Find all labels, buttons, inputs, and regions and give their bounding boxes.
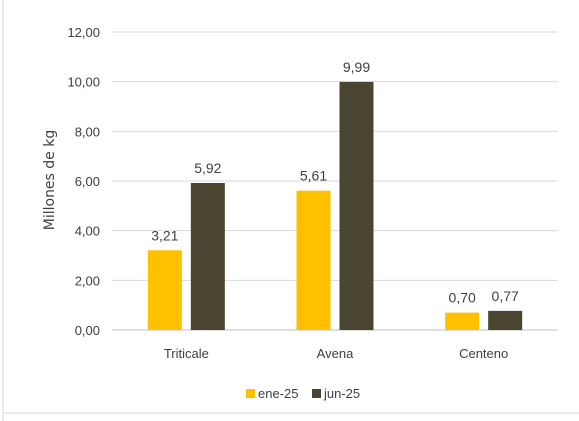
bar-jun-25-Centeno [488, 310, 523, 330]
legend: ene-25 jun-25 [246, 386, 360, 401]
data-label: 3,21 [151, 227, 178, 243]
data-label: 0,77 [492, 288, 519, 304]
y-tick-label: 10,00 [67, 75, 100, 90]
bar-jun-25-Triticale [190, 182, 225, 330]
bar-ene-25-Triticale [147, 250, 182, 330]
legend-label: jun-25 [323, 386, 360, 401]
gridlines [112, 31, 558, 331]
y-tick-label: 4,00 [75, 224, 100, 239]
bar-ene-25-Centeno [445, 312, 480, 330]
legend-label: ene-25 [258, 386, 298, 401]
bar-jun-25-Avena [339, 81, 374, 330]
y-axis-ticks: 0,00 2,00 4,00 6,00 8,00 10,00 12,00 [67, 25, 100, 338]
data-label: 5,92 [194, 160, 221, 176]
data-label: 0,70 [449, 290, 476, 306]
legend-swatch [312, 389, 321, 398]
data-labels: 3,21 5,92 5,61 9,99 0,70 0,77 [151, 59, 519, 306]
legend-swatch [246, 389, 255, 398]
data-label: 9,99 [343, 59, 370, 75]
x-tick-label: Centeno [459, 346, 508, 361]
y-axis-label: Millones de kg [42, 130, 58, 231]
bars [147, 81, 523, 330]
y-tick-label: 0,00 [75, 323, 100, 338]
y-tick-label: 8,00 [75, 124, 100, 139]
x-tick-label: Triticale [164, 346, 209, 361]
data-label: 5,61 [300, 168, 327, 184]
y-tick-label: 12,00 [67, 25, 100, 40]
y-tick-label: 6,00 [75, 174, 100, 189]
bar-ene-25-Avena [296, 190, 331, 330]
x-tick-label: Avena [317, 346, 354, 361]
x-axis-ticks: Triticale Avena Centeno [164, 346, 508, 361]
y-tick-label: 2,00 [75, 273, 100, 288]
